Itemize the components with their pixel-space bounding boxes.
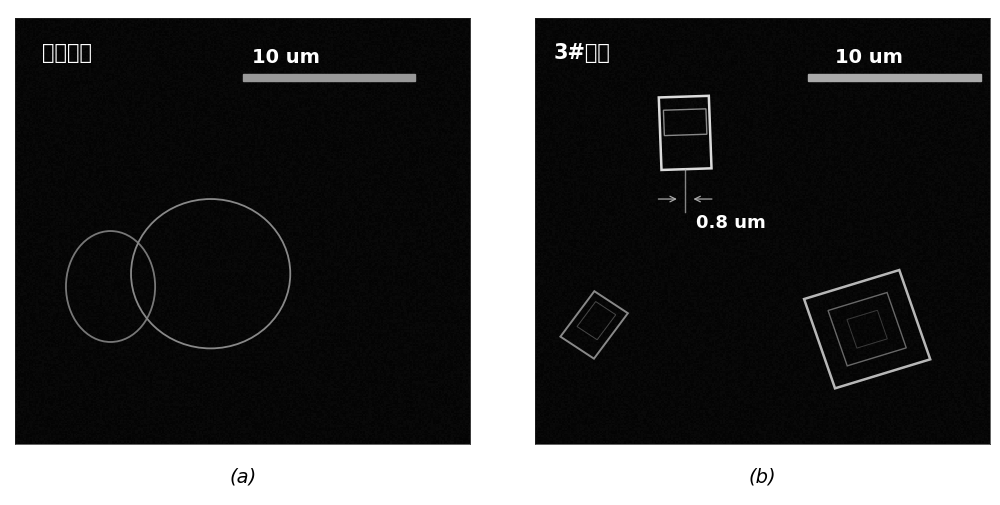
Bar [243, 74, 415, 81]
Bar [560, 291, 628, 359]
Bar [828, 292, 906, 366]
Text: (a): (a) [229, 468, 257, 487]
Text: (b): (b) [748, 468, 776, 487]
Bar [663, 109, 707, 136]
Text: 空白样品: 空白样品 [42, 43, 92, 63]
Bar [659, 96, 712, 170]
Bar [847, 310, 887, 348]
Bar [808, 74, 981, 81]
Text: 10 um: 10 um [835, 47, 903, 67]
Bar [577, 301, 616, 340]
Text: 3#样品: 3#样品 [553, 43, 610, 63]
Bar [804, 270, 930, 388]
Text: 0.8 um: 0.8 um [696, 214, 766, 232]
Text: 10 um: 10 um [252, 47, 319, 67]
